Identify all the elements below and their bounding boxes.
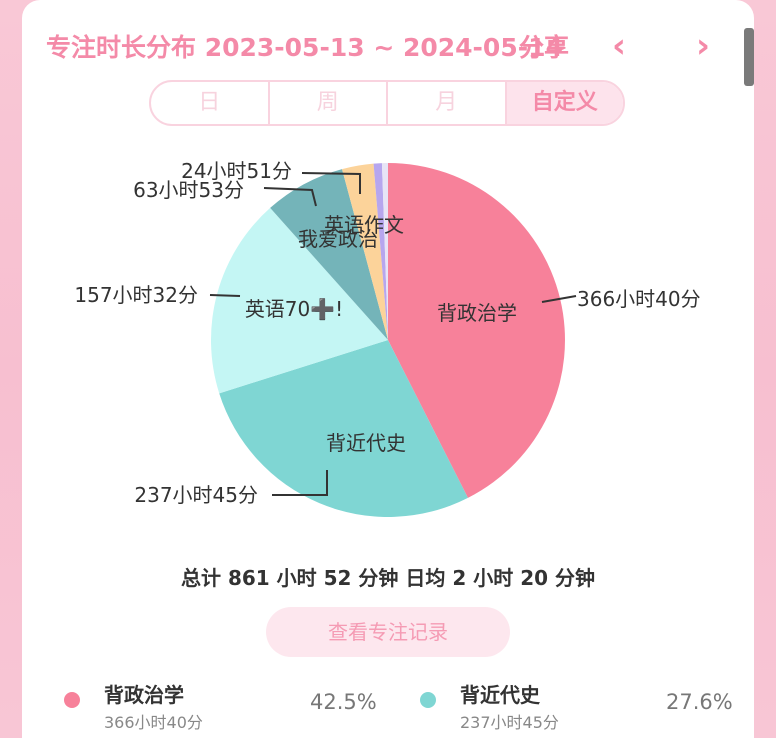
slice-duration-label-3: 157小时32分 — [74, 283, 198, 307]
leader-line-4 — [263, 187, 317, 207]
leader-line-2 — [272, 470, 328, 496]
page-title: 专注时长分布 2023-05-13 ~ 2024-05-14 — [46, 33, 563, 62]
legend-name-1: 背政治学 — [104, 683, 184, 707]
slice-duration-label-1: 366小时40分 — [577, 287, 701, 311]
legend-percent-1: 42.5% — [310, 690, 377, 714]
chevron-left-icon[interactable]: ‹ — [612, 26, 627, 66]
tab-month[interactable]: 月 — [388, 82, 507, 124]
pie-slice-2[interactable] — [219, 340, 468, 517]
legend-name-2: 背近代史 — [460, 683, 540, 707]
pie-slice-4[interactable] — [270, 169, 388, 340]
legend-time-2: 237小时45分 — [460, 713, 559, 732]
slice-name-label-1: 背政治学 — [437, 301, 517, 325]
legend-percent-2: 27.6% — [666, 690, 733, 714]
leader-line-1 — [541, 295, 577, 303]
pie-slice-6[interactable] — [373, 163, 388, 340]
pie-slice-1[interactable] — [388, 163, 565, 498]
tab-week[interactable]: 周 — [270, 82, 388, 124]
leader-line-5 — [301, 172, 361, 194]
totals-summary: 总计 861 小时 52 分钟 日均 2 小时 20 分钟 — [181, 566, 595, 590]
legend-time-1: 366小时40分 — [104, 713, 203, 732]
pie-slice-5[interactable] — [342, 163, 388, 340]
stats-card: 专注时长分布 2023-05-13 ~ 2024-05-14 分享 ‹ › 日 … — [22, 0, 754, 738]
slice-duration-label-5: 24小时51分 — [181, 159, 292, 183]
slice-name-label-3: 英语70➕! — [245, 297, 343, 321]
pie-slice-7[interactable] — [381, 162, 388, 340]
scrollbar-thumb[interactable] — [744, 28, 754, 86]
slice-name-label-4: 我爱政治 — [298, 227, 378, 251]
pie-slice-3[interactable] — [211, 207, 388, 394]
legend-dot-1 — [64, 692, 80, 708]
legend-dot-2 — [420, 692, 436, 708]
slice-name-label-5: 英语作文 — [324, 213, 404, 237]
tab-custom[interactable]: 自定义 — [506, 82, 623, 124]
slice-duration-label-4: 63小时53分 — [133, 178, 244, 202]
period-selector: 日 周 月 自定义 — [149, 80, 625, 126]
view-records-button[interactable]: 查看专注记录 — [266, 607, 510, 657]
slice-name-label-2: 背近代史 — [326, 431, 406, 455]
chevron-right-icon[interactable]: › — [696, 26, 711, 66]
slice-duration-label-2: 237小时45分 — [134, 483, 258, 507]
share-button[interactable]: 分享 — [519, 33, 570, 62]
tab-day[interactable]: 日 — [151, 82, 270, 124]
leader-line-3 — [209, 294, 241, 297]
